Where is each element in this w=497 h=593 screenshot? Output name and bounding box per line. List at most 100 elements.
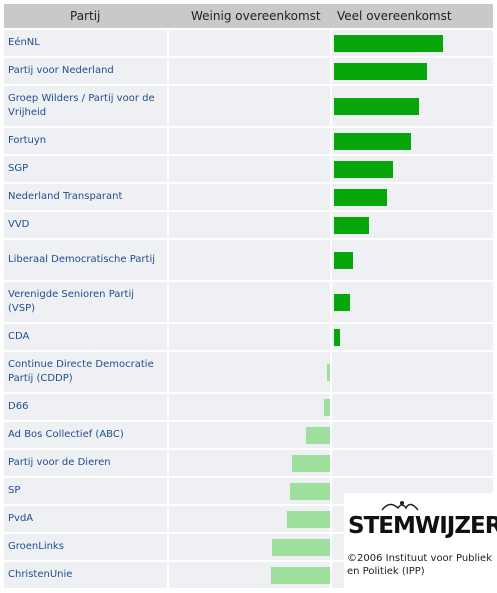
agreement-bar-low bbox=[324, 399, 330, 416]
high-agreement-cell bbox=[332, 30, 493, 58]
high-agreement-cell bbox=[332, 156, 493, 184]
party-link[interactable]: Liberaal Democratische Partij bbox=[8, 254, 155, 265]
agreement-bar-low bbox=[272, 539, 330, 556]
party-link[interactable]: CDA bbox=[8, 331, 30, 342]
agreement-bar-high bbox=[334, 63, 427, 80]
party-link[interactable]: GroenLinks bbox=[8, 541, 64, 552]
party-link[interactable]: Partij voor de Dieren bbox=[8, 457, 111, 468]
low-agreement-cell bbox=[169, 184, 330, 212]
low-agreement-cell bbox=[169, 324, 330, 352]
agreement-bar-high bbox=[334, 98, 419, 115]
copyright-credit: ©2006 Instituut voor Publiek en Politiek… bbox=[347, 553, 493, 577]
low-agreement-cell bbox=[169, 58, 330, 86]
party-link[interactable]: SGP bbox=[8, 163, 29, 174]
party-name-cell: PvdA bbox=[4, 506, 167, 534]
party-row: SGP bbox=[4, 156, 493, 184]
party-name-cell: SP bbox=[4, 478, 167, 506]
party-name-cell: Liberaal Democratische Partij bbox=[4, 240, 167, 282]
agreement-bar-high bbox=[334, 35, 443, 52]
low-agreement-cell bbox=[169, 30, 330, 58]
high-agreement-cell bbox=[332, 86, 493, 128]
party-name-cell: ChristenUnie bbox=[4, 562, 167, 590]
party-row: Verenigde Senioren Partij (VSP) bbox=[4, 282, 493, 324]
agreement-bar-high bbox=[334, 252, 353, 269]
agreement-bar-low bbox=[271, 567, 330, 584]
low-agreement-cell bbox=[169, 534, 330, 562]
agreement-bar-high bbox=[334, 329, 340, 346]
party-name-cell: Partij voor Nederland bbox=[4, 58, 167, 86]
party-row: Fortuyn bbox=[4, 128, 493, 156]
party-link[interactable]: Groep Wilders / Partij voor de Vrijheid bbox=[8, 93, 155, 118]
party-link[interactable]: Continue Directe Democratie Partij (CDDP… bbox=[8, 359, 154, 384]
party-row: Partij voor Nederland bbox=[4, 58, 493, 86]
header-low-agreement: Weinig overeenkomst bbox=[191, 9, 321, 23]
low-agreement-cell bbox=[169, 240, 330, 282]
party-name-cell: GroenLinks bbox=[4, 534, 167, 562]
party-row: Groep Wilders / Partij voor de Vrijheid bbox=[4, 86, 493, 128]
party-name-cell: Continue Directe Democratie Partij (CDDP… bbox=[4, 352, 167, 394]
party-name-cell: Verenigde Senioren Partij (VSP) bbox=[4, 282, 167, 324]
high-agreement-cell bbox=[332, 128, 493, 156]
party-row: EénNL bbox=[4, 30, 493, 58]
party-name-cell: Fortuyn bbox=[4, 128, 167, 156]
party-row: D66 bbox=[4, 394, 493, 422]
party-name-cell: D66 bbox=[4, 394, 167, 422]
low-agreement-cell bbox=[169, 506, 330, 534]
party-link[interactable]: EénNL bbox=[8, 37, 40, 48]
party-row: Continue Directe Democratie Partij (CDDP… bbox=[4, 352, 493, 394]
high-agreement-cell bbox=[332, 450, 493, 478]
low-agreement-cell bbox=[169, 478, 330, 506]
low-agreement-cell bbox=[169, 422, 330, 450]
high-agreement-cell bbox=[332, 394, 493, 422]
party-link[interactable]: SP bbox=[8, 485, 21, 496]
party-link[interactable]: VVD bbox=[8, 219, 30, 230]
party-link[interactable]: Ad Bos Collectief (ABC) bbox=[8, 429, 124, 440]
high-agreement-cell bbox=[332, 422, 493, 450]
table-header: Partij Weinig overeenkomst Veel overeenk… bbox=[4, 4, 493, 28]
birds-icon bbox=[381, 501, 419, 511]
agreement-bar-low bbox=[327, 364, 330, 381]
high-agreement-cell bbox=[332, 184, 493, 212]
low-agreement-cell bbox=[169, 394, 330, 422]
party-row: Liberaal Democratische Partij bbox=[4, 240, 493, 282]
agreement-bar-high bbox=[334, 161, 393, 178]
party-row: CDA bbox=[4, 324, 493, 352]
party-name-cell: Ad Bos Collectief (ABC) bbox=[4, 422, 167, 450]
party-link[interactable]: ChristenUnie bbox=[8, 569, 73, 580]
low-agreement-cell bbox=[169, 352, 330, 394]
party-link[interactable]: Nederland Transparant bbox=[8, 191, 123, 202]
agreement-bar-low bbox=[290, 483, 330, 500]
party-name-cell: Nederland Transparant bbox=[4, 184, 167, 212]
party-row: VVD bbox=[4, 212, 493, 240]
high-agreement-cell bbox=[332, 58, 493, 86]
party-name-cell: Partij voor de Dieren bbox=[4, 450, 167, 478]
agreement-bar-high bbox=[334, 294, 350, 311]
low-agreement-cell bbox=[169, 282, 330, 324]
low-agreement-cell bbox=[169, 128, 330, 156]
agreement-bar-high bbox=[334, 133, 411, 150]
party-name-cell: VVD bbox=[4, 212, 167, 240]
stemwijzer-logo: STEMWIJZER bbox=[348, 513, 497, 539]
agreement-bar-low bbox=[287, 511, 330, 528]
high-agreement-cell bbox=[332, 240, 493, 282]
header-party: Partij bbox=[70, 9, 101, 23]
party-link[interactable]: D66 bbox=[8, 401, 29, 412]
low-agreement-cell bbox=[169, 86, 330, 128]
agreement-bar-high bbox=[334, 217, 369, 234]
party-row: Partij voor de Dieren bbox=[4, 450, 493, 478]
party-link[interactable]: PvdA bbox=[8, 513, 34, 524]
high-agreement-cell bbox=[332, 324, 493, 352]
high-agreement-cell bbox=[332, 212, 493, 240]
party-link[interactable]: Fortuyn bbox=[8, 135, 47, 146]
party-name-cell: EénNL bbox=[4, 30, 167, 58]
party-link[interactable]: Verenigde Senioren Partij (VSP) bbox=[8, 289, 134, 314]
low-agreement-cell bbox=[169, 450, 330, 478]
low-agreement-cell bbox=[169, 562, 330, 590]
low-agreement-cell bbox=[169, 212, 330, 240]
header-high-agreement: Veel overeenkomst bbox=[337, 9, 452, 23]
party-row: Nederland Transparant bbox=[4, 184, 493, 212]
agreement-bar-low bbox=[292, 455, 330, 472]
party-name-cell: CDA bbox=[4, 324, 167, 352]
party-row: Ad Bos Collectief (ABC) bbox=[4, 422, 493, 450]
party-link[interactable]: Partij voor Nederland bbox=[8, 65, 114, 76]
